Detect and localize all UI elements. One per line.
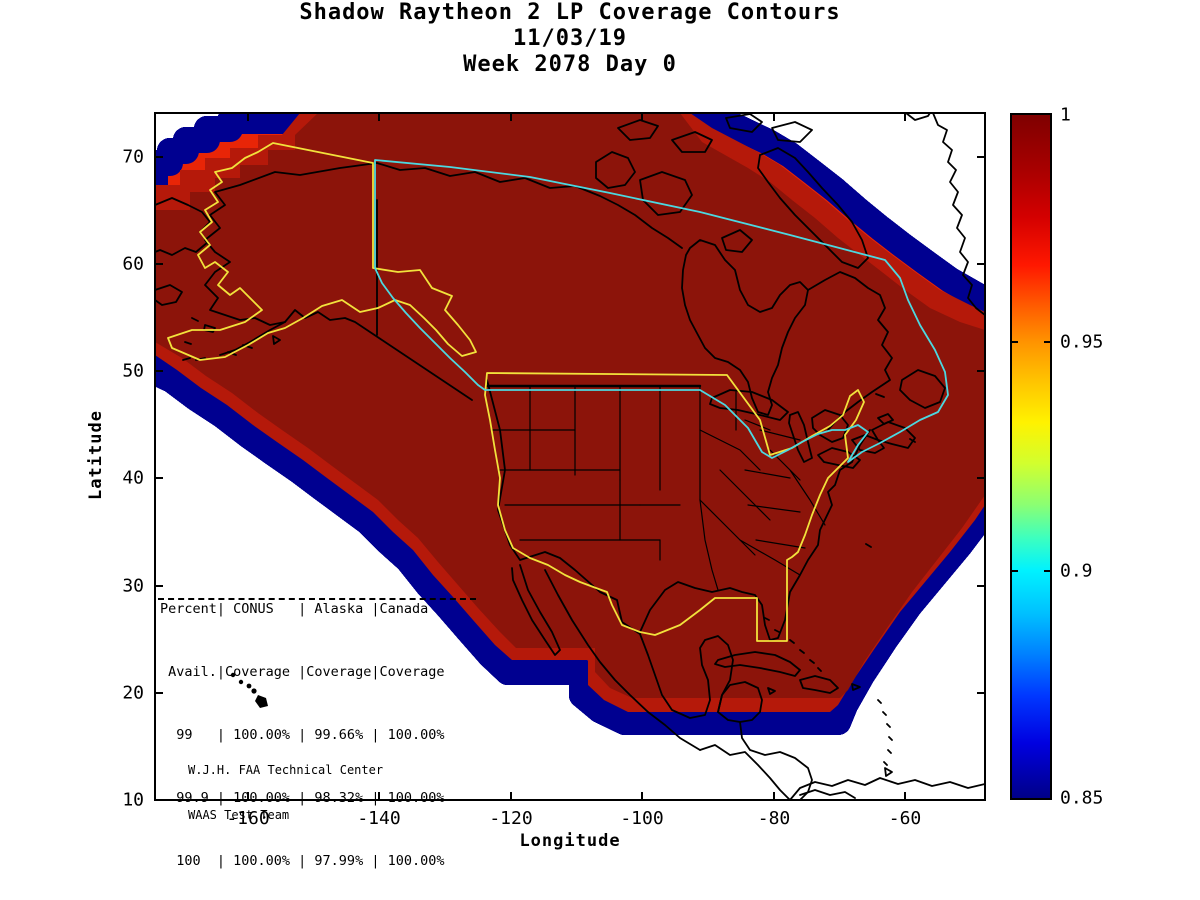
x-tick-60: -60 <box>888 808 922 829</box>
coverage-contours <box>155 113 985 800</box>
y-tick-60: 60 <box>122 253 144 275</box>
colorbar-label-095: 0.95 <box>1060 331 1104 353</box>
table-header-row2: Avail.|Coverage |Coverage|Coverage <box>160 664 445 680</box>
colorbar-tick-095b <box>1044 341 1052 343</box>
colorbar-label-09: 0.9 <box>1060 560 1093 582</box>
colorbar-tick-09b <box>1044 570 1052 572</box>
table-row-999: 99.9 | 100.00% | 98.32% | 100.00% <box>160 790 445 806</box>
credit-line2: WAAS Test Team <box>188 808 290 822</box>
x-tick-140: -140 <box>357 808 401 829</box>
canada-boundary <box>374 159 949 463</box>
table-header-separator <box>158 598 476 600</box>
chart-title: Shadow Raytheon 2 LP Coverage Contours <box>299 0 841 25</box>
x-axis-label: Longitude <box>519 831 621 851</box>
x-tick-80: -80 <box>757 808 791 829</box>
colorbar-tick-095 <box>1010 341 1018 343</box>
x-tick-160: -160 <box>226 808 270 829</box>
y-tick-40: 40 <box>122 467 144 489</box>
table-header-row1: Percent| CONUS | Alaska |Canada <box>160 601 429 617</box>
x-tick-120: -120 <box>489 808 533 829</box>
colorbar-label-1: 1 <box>1060 104 1071 126</box>
y-tick-50: 50 <box>122 360 144 382</box>
colorbar-label-085: 0.85 <box>1060 787 1104 809</box>
chart-week-day: Week 2078 Day 0 <box>463 52 677 77</box>
credit-line1: W.J.H. FAA Technical Center <box>188 763 384 777</box>
y-tick-10: 10 <box>122 789 144 811</box>
y-tick-70: 70 <box>122 146 144 168</box>
table-row-99: 99 | 100.00% | 99.66% | 100.00% <box>160 727 445 743</box>
y-tick-30: 30 <box>122 575 144 597</box>
plot-frame <box>154 112 986 801</box>
y-tick-20: 20 <box>122 682 144 704</box>
credit-annotation: W.J.H. FAA Technical Center WAAS Test Te… <box>188 733 383 838</box>
colorbar <box>1010 113 1052 800</box>
chart-date: 11/03/19 <box>513 26 627 51</box>
chart-title-block: Shadow Raytheon 2 LP Coverage Contours 1… <box>155 0 985 78</box>
x-tick-100: -100 <box>620 808 664 829</box>
coastlines <box>155 113 985 800</box>
table-row-100: 100 | 100.00% | 97.99% | 100.00% <box>160 853 445 869</box>
conus-alaska-boundaries <box>167 142 865 642</box>
colorbar-tick-09 <box>1010 570 1018 572</box>
availability-table: Percent| CONUS | Alaska |Canada Avail.|C… <box>160 557 444 893</box>
